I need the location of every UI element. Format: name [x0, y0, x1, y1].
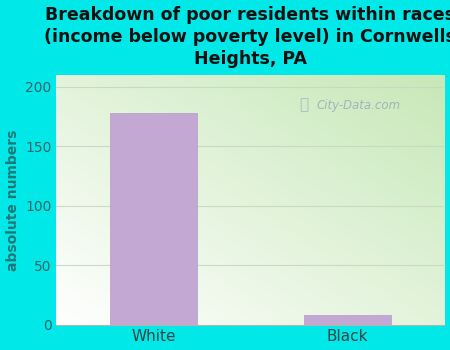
- Title: Breakdown of poor residents within races
(income below poverty level) in Cornwel: Breakdown of poor residents within races…: [45, 6, 450, 68]
- Bar: [304, 315, 391, 324]
- Text: ⌕: ⌕: [299, 98, 308, 112]
- Text: City-Data.com: City-Data.com: [316, 98, 400, 112]
- Bar: [110, 113, 197, 324]
- Y-axis label: absolute numbers: absolute numbers: [5, 129, 19, 271]
